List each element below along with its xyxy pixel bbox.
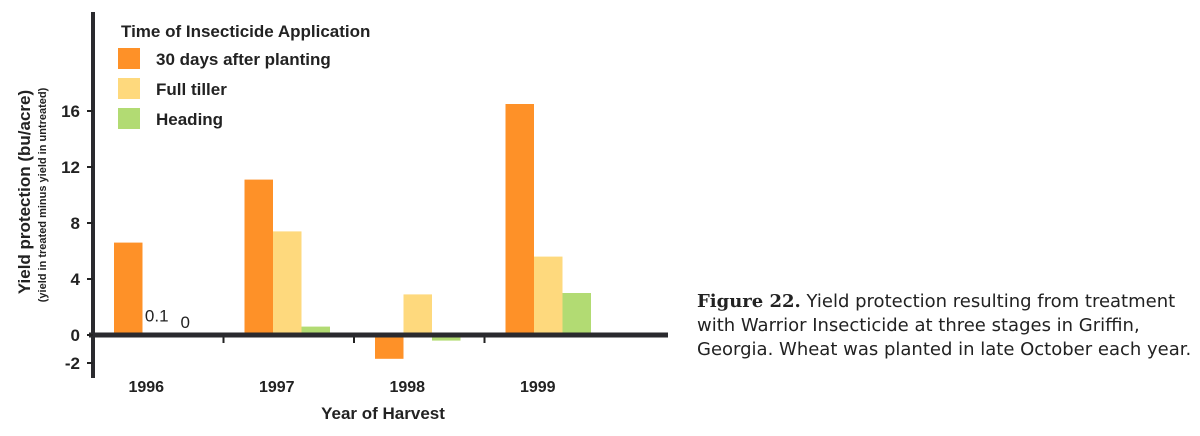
caption-text: Yield protection resulting from treatmen… <box>697 291 1192 360</box>
y-tick-label: 4 <box>71 270 81 289</box>
bar-chart: 1996 1997 1998 1999 0.1 0 -2 0 4 8 12 16 Year of Har… <box>15 12 668 423</box>
legend-swatch <box>118 108 140 129</box>
y-tick-label: 16 <box>61 102 80 121</box>
bar-1998-0 <box>375 335 404 359</box>
legend-label: Full tiller <box>156 80 227 99</box>
bar-1997-2 <box>301 326 330 335</box>
figure-caption: Figure 22. Yield protection resulting fr… <box>697 290 1197 362</box>
y-tick-label: 12 <box>61 158 80 177</box>
data-label: 0 <box>181 313 190 332</box>
bar-1998-1 <box>403 294 432 335</box>
bar-1998-2 <box>432 335 461 341</box>
legend-label: 30 days after planting <box>156 50 331 69</box>
bar-1999-0 <box>505 104 534 335</box>
x-axis-title: Year of Harvest <box>321 404 445 423</box>
legend-swatch <box>118 48 140 69</box>
x-tick-label: 1998 <box>389 379 425 396</box>
data-label: 0.1 <box>145 307 169 326</box>
legend-swatch <box>118 78 140 99</box>
bar-1996-0 <box>114 242 143 335</box>
y-axis-subtitle: (yield in treated minus yield in untreat… <box>37 87 49 302</box>
y-tick-label: 8 <box>71 214 80 233</box>
y-tick-label: 0 <box>71 326 80 345</box>
bar-1999-2 <box>562 293 591 335</box>
y-axis-title: Yield protection (bu/acre) <box>15 90 34 294</box>
caption-label: Figure 22. <box>697 291 801 312</box>
x-tick-label: 1997 <box>259 379 295 396</box>
bar-1997-0 <box>244 179 273 335</box>
bar-1999-1 <box>534 256 563 335</box>
legend-label: Heading <box>156 110 223 129</box>
x-tick-label: 1999 <box>520 379 556 396</box>
y-tick-label: -2 <box>65 354 80 373</box>
bar-1997-1 <box>273 231 302 335</box>
legend-title: Time of Insecticide Application <box>121 22 370 41</box>
x-tick-label: 1996 <box>128 379 164 396</box>
